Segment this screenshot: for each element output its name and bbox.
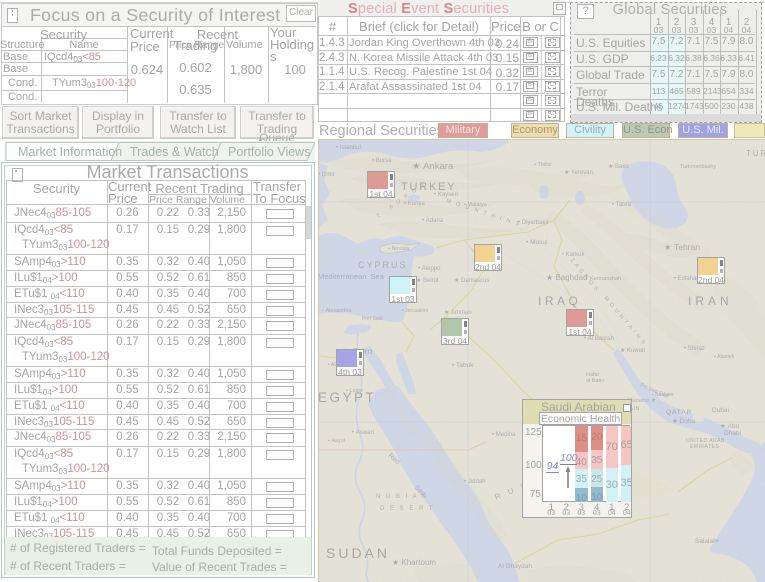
svg-text:• Tabuk: • Tabuk xyxy=(452,362,474,369)
svg-text:★ Amman: ★ Amman xyxy=(444,309,472,316)
svg-text:• Adana: • Adana xyxy=(422,218,444,224)
svg-text:★ Yerevan: ★ Yerevan xyxy=(564,169,593,176)
svg-text:Manama ★: Manama ★ xyxy=(628,397,656,404)
svg-text:Portfolio Views: Portfolio Views xyxy=(228,145,310,159)
svg-text:★ Khartoum: ★ Khartoum xyxy=(392,558,436,567)
svg-text:N U B I A N: N U B I A N xyxy=(376,494,428,500)
svg-text:• Tbilisi: • Tbilisi xyxy=(534,162,552,168)
svg-text:• Konya: • Konya xyxy=(404,201,425,207)
svg-text:• Tabriz: • Tabriz xyxy=(612,202,632,208)
svg-text:SUDAN: SUDAN xyxy=(326,545,390,561)
svg-text:• Istanbul: • Istanbul xyxy=(336,145,361,151)
svg-text:★ Baku: ★ Baku xyxy=(608,163,629,170)
svg-text:EMIRATES: EMIRATES xyxy=(690,444,719,450)
svg-text:Salalah•: Salalah• xyxy=(695,538,720,545)
svg-text:• Aleppo: • Aleppo xyxy=(418,266,441,272)
svg-text:D E S E R T: D E S E R T xyxy=(380,506,435,512)
svg-text:• Shiraz: • Shiraz xyxy=(684,346,705,352)
svg-text:Dhabi: Dhabi xyxy=(724,430,741,437)
svg-text:• Izmir: • Izmir xyxy=(318,172,335,178)
svg-text:• Medina: • Medina xyxy=(492,432,516,438)
svg-text:Kermanshah: Kermanshah xyxy=(590,276,621,282)
svg-text:• Mosul: • Mosul xyxy=(526,239,548,246)
svg-text:★ Abu: ★ Abu xyxy=(720,422,740,430)
svg-text:• Al Basrah: • Al Basrah xyxy=(584,336,614,342)
svg-text:Port Said: Port Said xyxy=(362,316,383,322)
svg-text:UNITED ARAB: UNITED ARAB xyxy=(686,438,725,444)
svg-text:Hafar: Hafar xyxy=(586,372,600,378)
svg-text:TURKEY: TURKEY xyxy=(401,181,456,193)
svg-text:• Esfahan: • Esfahan xyxy=(674,276,700,282)
svg-text:★ Kuwait: ★ Kuwait xyxy=(620,347,645,354)
svg-text:TURKM: TURKM xyxy=(746,149,765,158)
svg-text:• Kayseri: • Kayseri xyxy=(434,192,458,198)
svg-text:• Nicosia: • Nicosia xyxy=(388,246,410,252)
svg-text:• Jiddah: • Jiddah xyxy=(464,479,485,485)
svg-text:★ Doha: ★ Doha xyxy=(672,417,696,425)
svg-text:IRAN: IRAN xyxy=(688,294,733,308)
svg-text:★ Ankara: ★ Ankara xyxy=(412,161,454,172)
svg-text:Trades & Watch: Trades & Watch xyxy=(130,145,219,159)
svg-text:• Karkuk: • Karkuk xyxy=(562,252,585,258)
svg-text:• Jerusalem: • Jerusalem xyxy=(402,308,428,314)
svg-text:★ Damascus: ★ Damascus xyxy=(454,277,489,284)
svg-text:CYPRUS: CYPRUS xyxy=(358,260,408,270)
svg-text:• Abadeh: • Abadeh xyxy=(714,354,735,360)
svg-text:Al Ghaydah: Al Ghaydah xyxy=(498,563,532,570)
svg-text:• Alexandria: • Alexandria xyxy=(322,308,352,314)
svg-text:IRAQ: IRAQ xyxy=(538,294,581,308)
svg-text:Dubai: Dubai xyxy=(712,407,729,414)
svg-text:• Bursa: • Bursa xyxy=(372,158,392,164)
svg-text:Mediterranean Sea: Mediterranean Sea xyxy=(318,272,385,281)
svg-text:Turkmenbashy: Turkmenbashy xyxy=(680,164,716,170)
svg-text:• Aswan: • Aswan xyxy=(352,430,374,436)
svg-text:★ Beirut: ★ Beirut xyxy=(416,277,439,284)
svg-text:★ Baghdad: ★ Baghdad xyxy=(546,273,587,282)
svg-text:★ Tehran: ★ Tehran xyxy=(664,242,700,252)
svg-text:• Asyut: • Asyut xyxy=(328,438,346,444)
svg-text:• Diyarbakir: • Diyarbakir xyxy=(518,220,549,226)
svg-text:• Bushehr: • Bushehr xyxy=(652,392,674,398)
svg-text:EGYPT: EGYPT xyxy=(318,390,376,405)
svg-text:• Malatya: • Malatya xyxy=(464,202,488,208)
svg-text:• Luxor: • Luxor xyxy=(346,388,363,394)
svg-text:Market Information: Market Information xyxy=(18,145,122,159)
svg-text:al Batin: al Batin xyxy=(586,378,604,384)
svg-text:QATAR: QATAR xyxy=(666,409,692,416)
